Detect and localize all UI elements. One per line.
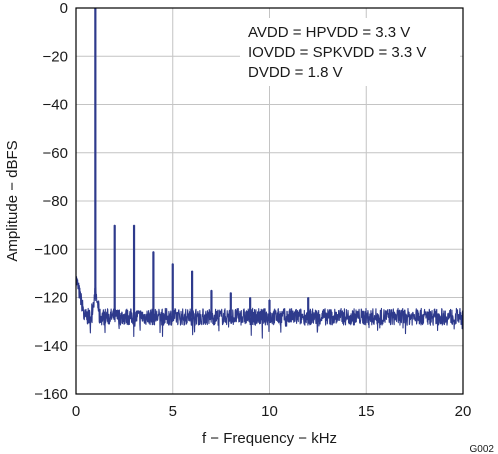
y-tick-label: −160: [34, 386, 68, 403]
y-tick-label: −20: [43, 48, 68, 65]
y-tick-label: −100: [34, 241, 68, 258]
y-axis-label: Amplitude − dBFS: [4, 140, 21, 261]
plot-frame: [75, 7, 464, 395]
x-tick-label: 15: [358, 403, 375, 420]
y-tick-labels: 0 −20 −40 −60 −80 −100 −120 −140 −160: [34, 0, 68, 403]
annotation-box: [240, 18, 460, 86]
y-tick-label: −120: [34, 290, 68, 307]
y-tick-label: −40: [43, 97, 68, 114]
spectrum-trace: [75, 7, 464, 339]
annotation-line-2: IOVDD = SPKVDD = 3.3 V: [248, 44, 426, 61]
x-tick-label: 10: [261, 403, 278, 420]
spectrum-line: [75, 7, 464, 339]
y-tick-label: 0: [60, 0, 68, 17]
x-tick-label: 5: [169, 403, 177, 420]
x-tick-label: 20: [455, 403, 472, 420]
x-tick-labels: 0 5 10 15 20: [72, 403, 472, 420]
annotation-line-3: DVDD = 1.8 V: [248, 64, 343, 81]
y-tick-label: −140: [34, 338, 68, 355]
figure-code: G002: [470, 444, 495, 454]
x-tick-label: 0: [72, 403, 80, 420]
y-tick-label: −60: [43, 145, 68, 162]
y-tick-label: −80: [43, 193, 68, 210]
annotation-line-1: AVDD = HPVDD = 3.3 V: [248, 24, 410, 41]
x-axis-label: f − Frequency − kHz: [202, 430, 337, 447]
